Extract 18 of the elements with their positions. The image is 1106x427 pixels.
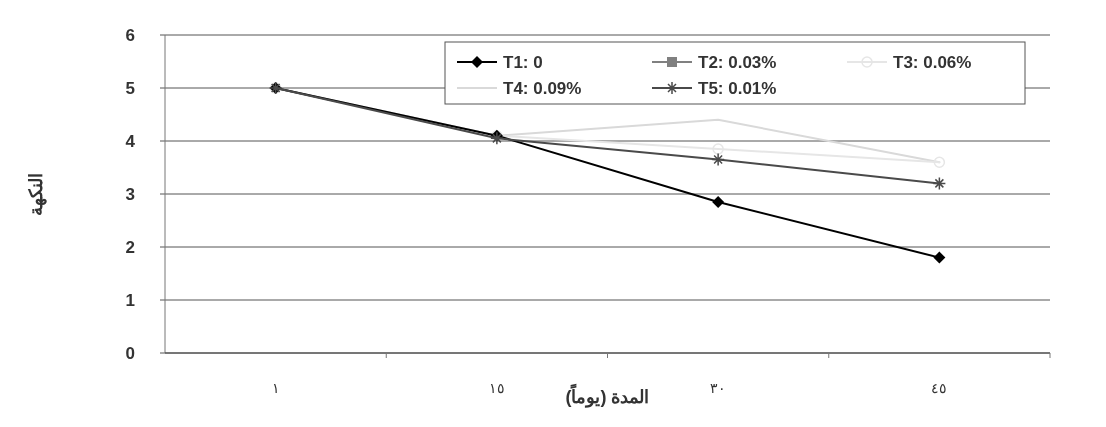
legend-label: T4: 0.09% [503,79,582,98]
x-tick-label: ١٥ [488,380,505,396]
x-tick-label: ٤٥ [931,380,948,396]
x-axis-title: المدة (يوماً) [565,383,650,408]
legend-label: T1: 0 [503,53,543,72]
y-tick-label: 2 [125,238,135,257]
x-tick-label: ١ [271,380,280,396]
y-tick-label: 1 [125,291,135,310]
y-tick-label: 0 [125,344,135,363]
y-axis-title: النكهة [26,172,47,216]
x-tick-label: ٣٠ [710,380,727,396]
y-tick-label: 4 [125,132,136,151]
legend-label: T5: 0.01% [698,79,777,98]
y-tick-label: 6 [125,26,135,45]
y-tick-label: 3 [125,185,135,204]
y-tick-label: 5 [125,79,135,98]
legend-label: T2: 0.03% [698,53,777,72]
legend-label: T3: 0.06% [893,53,972,72]
